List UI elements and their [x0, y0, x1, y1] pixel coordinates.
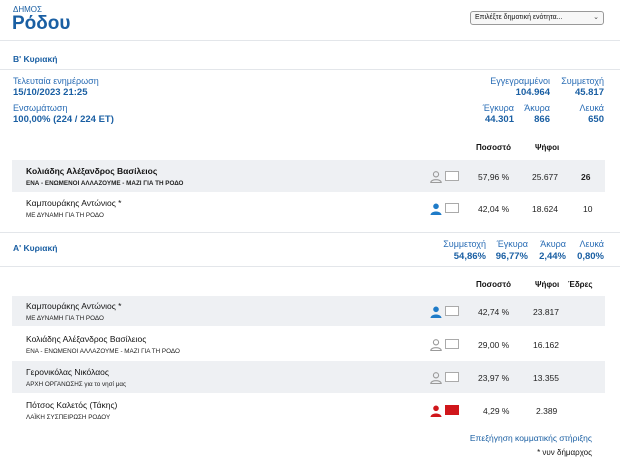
select-value: Επιλέξτε δημοτική ενότητα... [475, 14, 563, 21]
r2-row-1 [12, 160, 605, 192]
integrated-label: Ενσωμάτωση [13, 103, 68, 113]
party-support-explanation-link[interactable]: Επεξήγηση κομματικής στήριξης [469, 433, 592, 443]
r2-row-2-seats: 10 [583, 204, 593, 214]
r1-row-3-party: ΑΡΧΗ ΟΡΓΑΝΩΣΗΣ για το νησί μας [26, 381, 126, 388]
r1-row-3-party-box [445, 372, 459, 382]
last-update-value: 15/10/2023 21:25 [13, 87, 88, 98]
r1-col-votes: Ψήφοι [535, 280, 560, 289]
r1-row-3-name: Γερονικόλας Νικόλαος [26, 367, 109, 377]
r2-row-1-party-box [445, 171, 459, 181]
r1-blank-label: Λευκά [579, 239, 604, 249]
r1-row-3-person-icon [430, 371, 442, 385]
r1-row-4-person-icon [430, 404, 442, 417]
r2-row-2-party-box [445, 203, 459, 213]
r2-row-1-name: Κολιάδης Αλέξανδρος Βασίλειος [26, 166, 158, 176]
header-divider [0, 40, 620, 41]
blank-value: 650 [588, 114, 604, 125]
page-title: Ρόδου [12, 13, 71, 34]
r1-turnout-label: Συμμετοχή [443, 239, 486, 249]
r1-col-percent: Ποσοστό [476, 280, 511, 289]
r1-invalid-label: Άκυρα [540, 239, 566, 249]
r2-row-2-person-icon [430, 202, 442, 215]
r1-row-1 [12, 296, 605, 326]
r1-row-3-percent: 23,97 % [478, 373, 510, 383]
r1-turnout-value: 54,86% [453, 251, 486, 262]
r1-row-2-party-box [445, 339, 459, 349]
registered-value: 104.964 [515, 87, 550, 98]
r2-col-votes: Ψήφοι [535, 143, 560, 152]
r1-row-1-party-box [445, 306, 459, 316]
r1-row-2-name: Κολιάδης Αλέξανδρος Βασίλειος [26, 334, 147, 344]
r1-row-4-party: ΛΑΪΚΗ ΣΥΣΠΕΙΡΩΣΗ ΡΟΔΟΥ [26, 414, 111, 421]
valid-label: Έγκυρα [482, 103, 514, 113]
r1-row-2-percent: 29,00 % [478, 340, 510, 350]
r1-valid-value: 96,77% [495, 251, 528, 262]
r1-row-1-percent: 42,74 % [478, 307, 510, 317]
page-kicker: ΔΗΜΟΣ [13, 5, 42, 14]
r2-row-2-percent: 42,04 % [478, 204, 510, 214]
r1-row-4-name: Πότσος Καλετός (Τάκης) [26, 400, 118, 410]
r1-row-1-person-icon [430, 305, 442, 318]
registered-label: Εγγεγραμμένοι [490, 76, 550, 86]
current-mayor-note: * νυν δήμαρχος [537, 448, 592, 457]
r1-row-1-party: ΜΕ ΔΥΝΑΜΗ ΓΙΑ ΤΗ ΡΟΔΟ [26, 315, 104, 322]
invalid-value: 866 [534, 114, 550, 125]
r2-row-2-party: ΜΕ ΔΥΝΑΜΗ ΓΙΑ ΤΗ ΡΟΔΟ [26, 212, 104, 219]
blank-label: Λευκά [579, 103, 604, 113]
r1-row-2-person-icon [430, 338, 442, 352]
round1-divider [0, 266, 620, 267]
r1-valid-label: Έγκυρα [496, 239, 528, 249]
r1-row-2-party: ΕΝΑ - ΕΝΩΜΕΝΟΙ ΑΛΛΑΖΟΥΜΕ - ΜΑΖΙ ΓΙΑ ΤΗ Ρ… [26, 348, 180, 355]
chevron-down-icon: ⌄ [593, 14, 599, 21]
round2-divider [0, 69, 620, 70]
r2-row-2-name: Καμπουράκης Αντώνιος * [26, 198, 122, 208]
municipal-unit-select[interactable]: Επιλέξτε δημοτική ενότητα... ⌄ [470, 11, 604, 25]
r2-row-1-person-icon [430, 170, 442, 184]
r1-row-4-votes: 2.389 [536, 406, 558, 416]
r1-row-4-party-box [445, 405, 459, 415]
r1-col-seats: Έδρες [568, 280, 593, 289]
r2-row-1-seats: 26 [581, 172, 591, 182]
r1-row-2-votes: 16.162 [533, 340, 559, 350]
r2-row-1-percent: 57,96 % [478, 172, 510, 182]
r2-row-1-votes: 25.677 [532, 172, 558, 182]
integrated-value: 100,00% (224 / 224 ΕΤ) [13, 114, 114, 125]
r1-row-3-votes: 13.355 [533, 373, 559, 383]
r2-row-1-party: ΕΝΑ - ΕΝΩΜΕΝΟΙ ΑΛΛΑΖΟΥΜΕ - ΜΑΖΙ ΓΙΑ ΤΗ Ρ… [26, 180, 184, 187]
invalid-label: Άκυρα [524, 103, 550, 113]
last-update-label: Τελευταία ενημέρωση [13, 76, 99, 86]
turnout-value: 45.817 [574, 87, 604, 98]
r1-row-3 [12, 361, 605, 393]
valid-value: 44.301 [484, 114, 514, 125]
round1-heading: Α' Κυριακή [13, 243, 58, 253]
r1-row-1-name: Καμπουράκης Αντώνιος * [26, 301, 122, 311]
r1-invalid-value: 2,44% [539, 251, 566, 262]
r1-blank-value: 0,80% [577, 251, 604, 262]
r2-row-2-votes: 18.624 [532, 204, 558, 214]
round2-heading: Β' Κυριακή [13, 54, 58, 64]
round1-top-divider [0, 232, 620, 233]
r2-col-percent: Ποσοστό [476, 143, 511, 152]
r1-row-1-votes: 23.817 [533, 307, 559, 317]
turnout-label: Συμμετοχή [561, 76, 604, 86]
r1-row-4-percent: 4,29 % [483, 406, 510, 416]
